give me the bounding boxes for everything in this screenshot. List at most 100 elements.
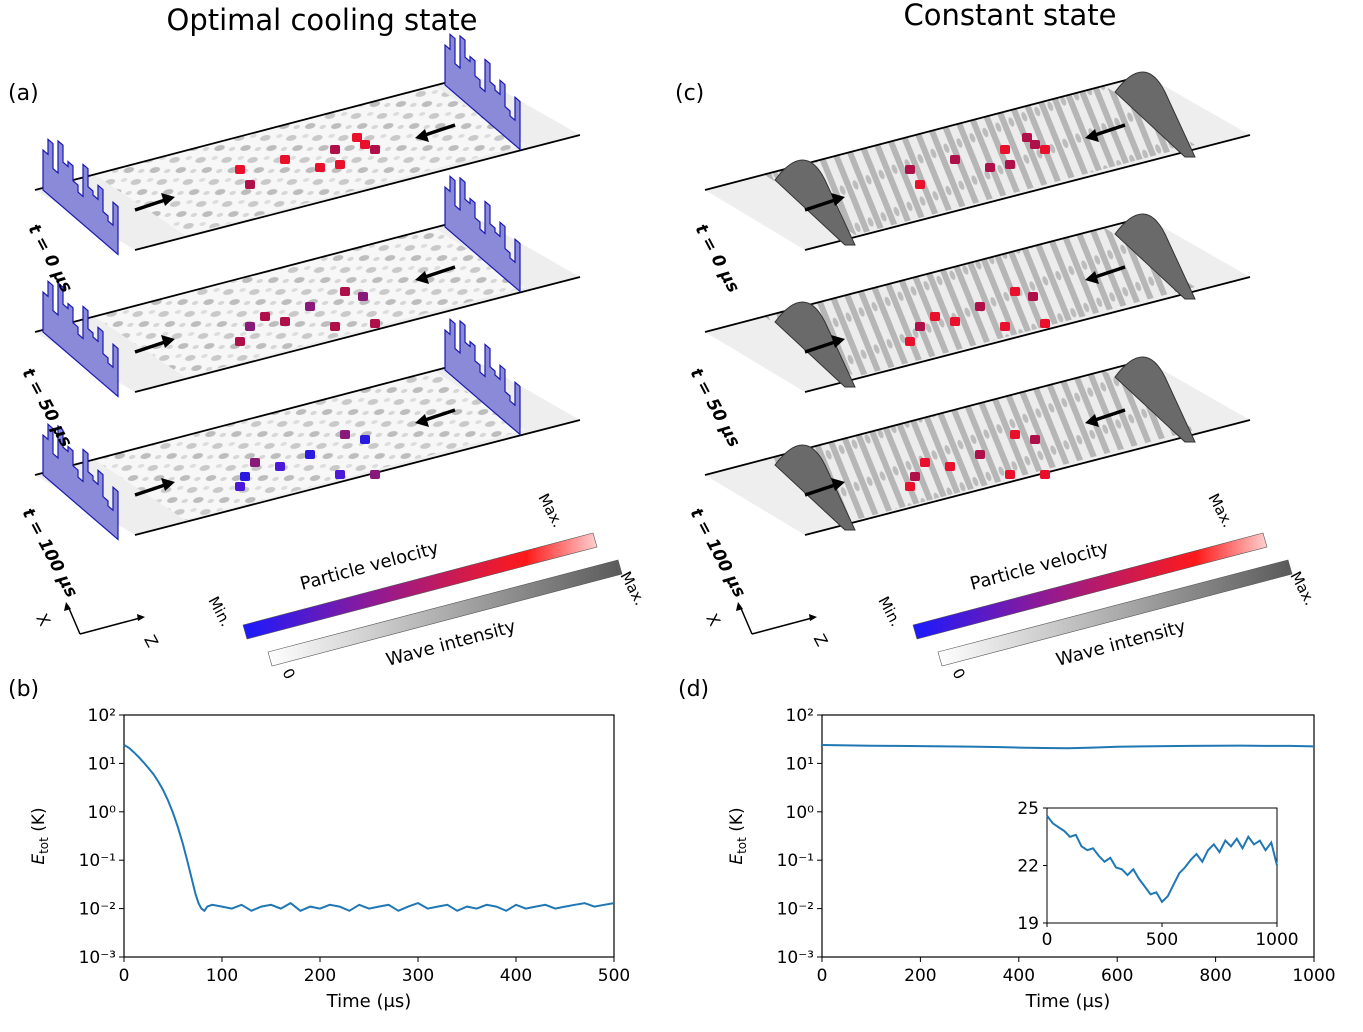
- particle: [975, 302, 985, 311]
- inset-y-tick-label: 25: [1017, 799, 1039, 819]
- simulation-slab: [34, 174, 581, 398]
- axis-z-label-right: Z: [810, 631, 832, 650]
- zero-label-left: 0: [278, 665, 298, 682]
- x-axis-label: Time (μs): [326, 991, 412, 1012]
- max-label-intensity-left: Max.: [616, 568, 649, 608]
- x-tick-label: 100: [206, 966, 238, 986]
- y-axis-label-sub: tot: [735, 837, 749, 854]
- slab-edge: [34, 216, 476, 333]
- x-tick-label: 600: [1101, 966, 1133, 986]
- x-tick-label: 800: [1199, 966, 1231, 986]
- axis-z-label-left: Z: [140, 632, 162, 651]
- source-profile: [444, 32, 521, 151]
- simulation-slab: [704, 213, 1251, 393]
- wave-direction-arrow: [804, 340, 836, 354]
- arrow-head: [161, 335, 175, 348]
- particle: [1000, 145, 1010, 154]
- source-profile: [774, 159, 856, 246]
- inset-x-tick-label: 0: [1042, 930, 1053, 950]
- axes-triad-right: X Z: [702, 602, 832, 650]
- constant-state-slabs: [704, 71, 1251, 536]
- y-tick-label: 10⁻²: [79, 900, 116, 920]
- y-tick-label: 10⁻²: [777, 900, 814, 920]
- x-tick-label: 300: [402, 966, 434, 986]
- wave-direction-arrow: [424, 265, 456, 279]
- particle: [1030, 435, 1040, 444]
- source-profile: [1114, 71, 1196, 158]
- particle: [335, 470, 345, 479]
- wave-direction-arrow: [804, 483, 836, 497]
- particle: [240, 472, 250, 481]
- particle: [1010, 430, 1020, 439]
- simulation-slab: [704, 356, 1251, 536]
- particle: [950, 317, 960, 326]
- y-tick-label: 10²: [786, 706, 814, 726]
- y-tick-label: 10¹: [88, 754, 116, 774]
- x-tick-label: 500: [598, 966, 630, 986]
- arrow-head: [831, 193, 845, 206]
- inset-x-tick-label: 1000: [1255, 930, 1298, 950]
- particle: [1010, 287, 1020, 296]
- slab-edge: [704, 359, 1146, 476]
- particle: [905, 165, 915, 174]
- arrow-head: [831, 478, 845, 491]
- particle: [340, 430, 350, 439]
- particle: [1040, 319, 1050, 328]
- particle: [245, 180, 255, 189]
- source-profile: [444, 317, 521, 436]
- panel-label-d: (d): [678, 677, 709, 702]
- arrow-head: [415, 129, 429, 142]
- particle: [340, 287, 350, 296]
- particle: [945, 462, 955, 471]
- chart-b: 0 100 200 300 400 500 10⁻³ 10⁻² 10⁻¹ 10⁰ 10¹ 10² Tim…: [29, 706, 630, 1012]
- velocity-colorbar-left: [242, 532, 598, 640]
- particle: [330, 145, 340, 154]
- arrow-head: [415, 271, 429, 284]
- particle: [920, 458, 930, 467]
- y-tick-label: 10⁻³: [79, 948, 116, 968]
- right-title: Constant state: [903, 0, 1116, 32]
- particle: [950, 155, 960, 164]
- slab-edge: [704, 216, 1146, 333]
- x-tick-label: 200: [304, 966, 336, 986]
- y-tick-label: 10¹: [786, 754, 814, 774]
- wave-direction-arrow: [1094, 265, 1126, 279]
- slab-edge: [804, 276, 1251, 393]
- slab-edge: [134, 276, 581, 393]
- source-profile: [42, 422, 119, 541]
- slab-edge: [34, 74, 476, 191]
- y-tick-label: 10⁻³: [777, 948, 814, 968]
- particle: [915, 180, 925, 189]
- time-label-100-right: t = 100 μs: [686, 505, 750, 601]
- particle: [360, 435, 370, 444]
- wave-direction-arrow: [424, 408, 456, 422]
- particle: [275, 462, 285, 471]
- particle: [245, 322, 255, 331]
- y-tick-label: 10²: [88, 706, 116, 726]
- particle: [335, 160, 345, 169]
- chart-d: 0 200 400 600 800 1000 10⁻³ 10⁻² 10⁻¹ 10⁰ 10¹ 10² Ti…: [727, 706, 1336, 1012]
- wave-direction-arrow: [424, 123, 456, 137]
- simulation-slab: [34, 32, 581, 256]
- colorbars-left: Particle velocity Wave intensity Min. Ma…: [204, 490, 649, 682]
- source-profile: [42, 279, 119, 398]
- max-label-intensity-right: Max.: [1286, 568, 1319, 608]
- intensity-colorbar-left: [267, 559, 623, 667]
- y-tick-label: 10⁻¹: [777, 851, 814, 871]
- particle: [905, 337, 915, 346]
- particle: [975, 450, 985, 459]
- wave-field: [765, 86, 1195, 235]
- particle: [1000, 322, 1010, 331]
- cooling-state-slabs: [34, 32, 581, 541]
- source-profile: [774, 301, 856, 388]
- wave-direction-arrow: [134, 198, 166, 212]
- left-title: Optimal cooling state: [167, 3, 478, 37]
- y-tick-label: 10⁻¹: [79, 851, 116, 871]
- series-line: [123, 744, 615, 913]
- particle: [370, 319, 380, 328]
- x-tick-label: 0: [817, 966, 828, 986]
- particle: [1005, 160, 1015, 169]
- source-profile: [1114, 213, 1196, 300]
- slab-edge: [134, 134, 581, 251]
- wave-field: [95, 86, 525, 235]
